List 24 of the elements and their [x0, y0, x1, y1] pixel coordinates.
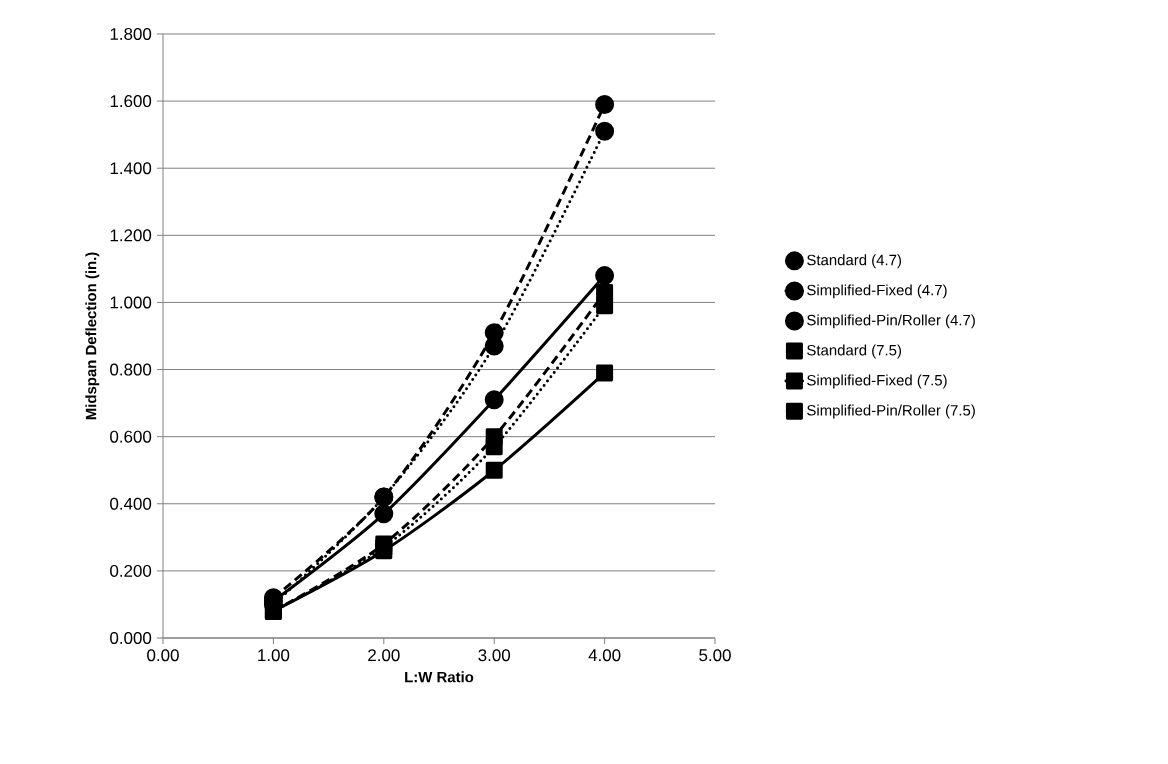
x-tick-label: 1.00 [258, 649, 290, 662]
legend-label: Simplified-Pin/Roller (4.7) [807, 314, 975, 329]
x-tick-label: 4.00 [588, 649, 621, 662]
y-tick-label: 1.600 [110, 95, 152, 108]
x-tick-label: 5.00 [699, 649, 731, 662]
x-axis-title: L:W Ratio [405, 671, 474, 683]
legend-label: Standard (4.7) [807, 254, 901, 269]
y-tick-label: 1.200 [110, 229, 152, 242]
x-tick-label: 0.00 [147, 649, 179, 662]
legend-label: Standard (7.5) [807, 344, 901, 359]
y-tick-label: 0.000 [110, 632, 152, 644]
x-tick-label: 3.00 [478, 649, 511, 662]
y-tick-label: 0.600 [110, 430, 152, 443]
y-axis-title: Midspan Deflection (in.) [85, 252, 100, 420]
y-tick-label: 1.800 [110, 27, 152, 40]
legend-label: Simplified-Fixed (7.5) [807, 374, 947, 389]
legend-label: Simplified-Fixed (4.7) [807, 284, 947, 299]
x-tick-label: 2.00 [368, 649, 400, 662]
y-tick-label: 0.400 [110, 497, 152, 510]
y-tick-label: 0.200 [110, 564, 152, 577]
legend-label: Simplified-Pin/Roller (7.5) [807, 404, 975, 419]
y-tick-label: 0.800 [110, 363, 152, 376]
y-tick-label: 1.400 [110, 162, 152, 175]
y-tick-label: 1.000 [110, 296, 152, 309]
